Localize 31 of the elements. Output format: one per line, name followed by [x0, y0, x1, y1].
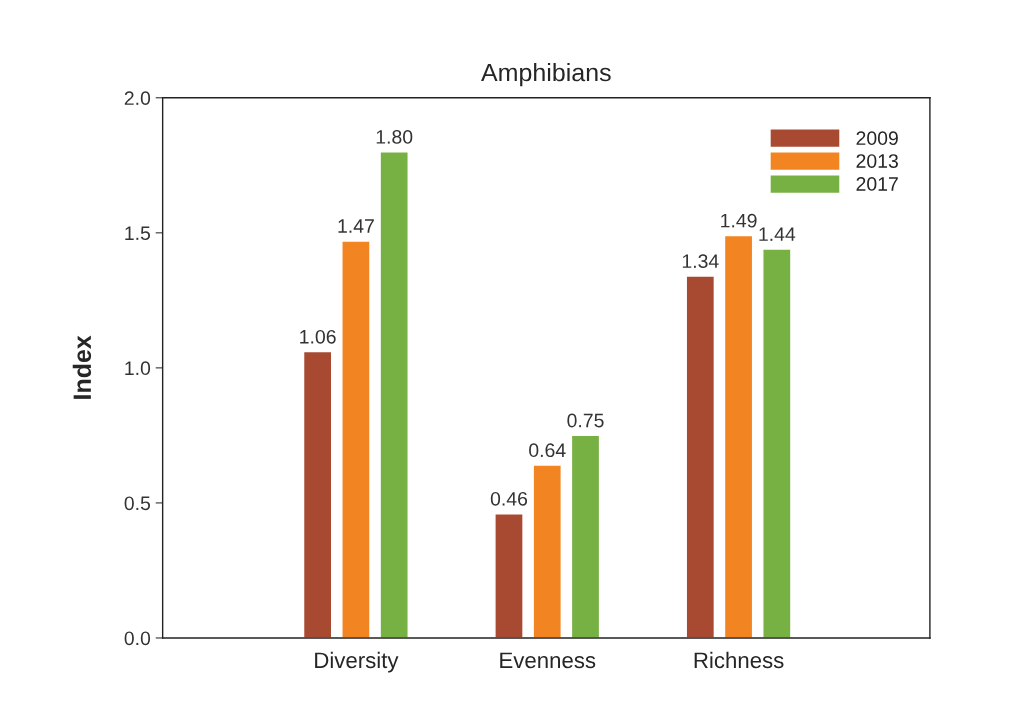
bar	[341, 240, 371, 638]
data-label: 1.47	[338, 219, 374, 233]
x-tick-label: Richness	[694, 651, 784, 669]
y-tick-label: 1.0	[125, 361, 151, 376]
y-tick-label: 1.5	[125, 226, 151, 241]
data-label: 0.64	[529, 443, 566, 458]
data-label: 1.49	[721, 213, 757, 228]
x-tick-label: Evenness	[500, 652, 596, 669]
bar	[494, 513, 524, 638]
bar	[570, 434, 601, 638]
x-tick-label: Diversity	[315, 651, 399, 673]
y-tick-label: 0.5	[124, 496, 151, 511]
chart-title: Amphibians	[481, 63, 611, 87]
bar	[723, 234, 754, 638]
data-label: 1.06	[300, 329, 336, 344]
legend-label: 2013	[856, 154, 898, 168]
data-label: 0.46	[490, 491, 528, 506]
legend-label: 2009	[856, 131, 898, 146]
bar	[532, 464, 562, 638]
bar	[302, 350, 333, 638]
bar	[379, 151, 409, 638]
data-label: 1.80	[376, 130, 413, 144]
bar	[762, 248, 792, 638]
y-axis-title: Index	[72, 335, 92, 399]
bar	[685, 275, 716, 638]
legend-label: 2017	[856, 177, 898, 191]
data-label: 1.34	[682, 254, 719, 269]
data-label: 0.75	[567, 413, 604, 428]
y-tick-label: 0.0	[124, 631, 151, 646]
y-tick-label: 2.0	[124, 91, 151, 106]
data-label: 1.44	[759, 227, 796, 241]
